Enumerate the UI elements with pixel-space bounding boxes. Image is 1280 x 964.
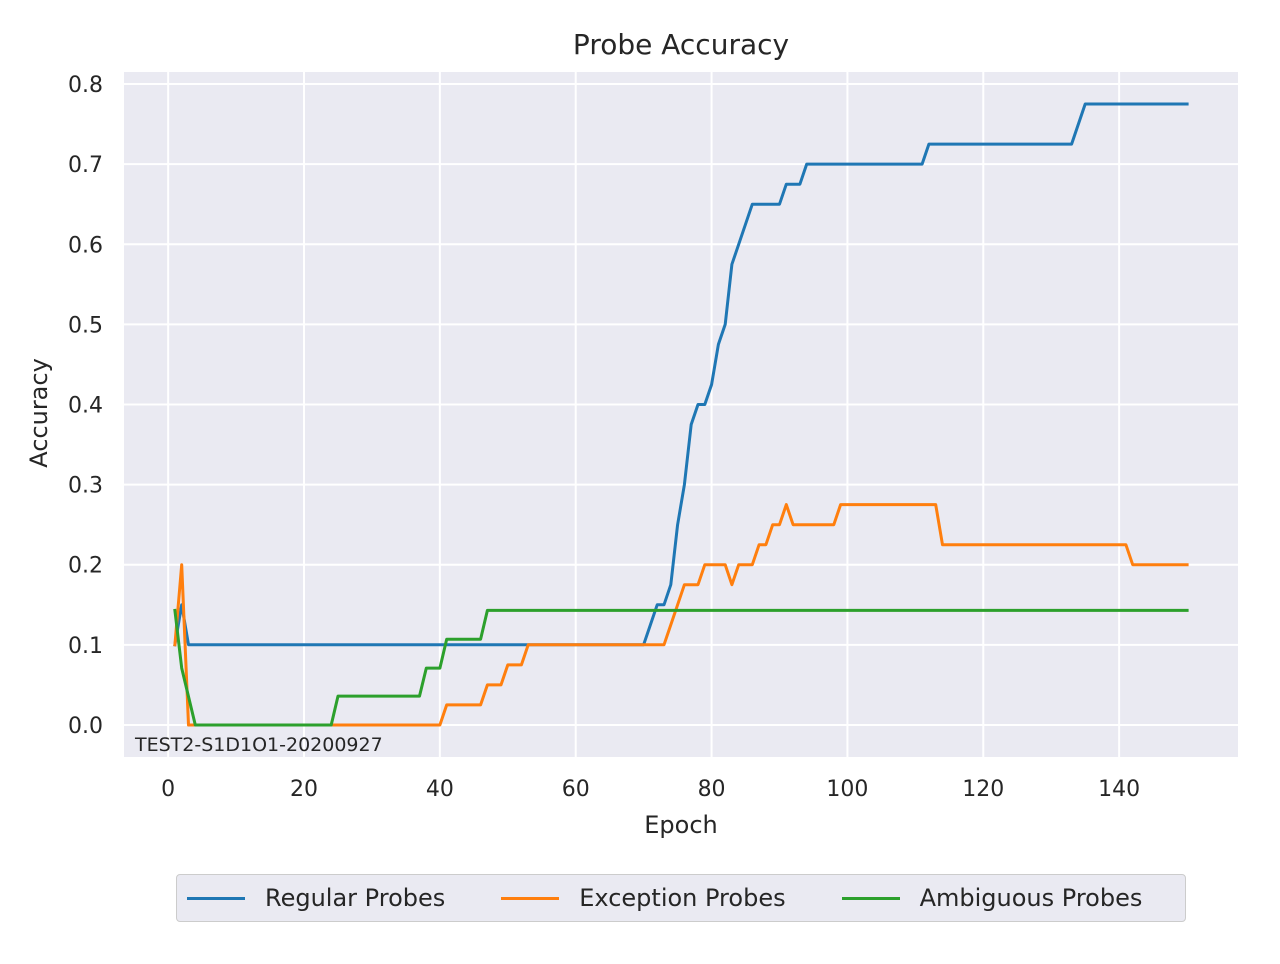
x-tick-label: 100 xyxy=(826,777,868,802)
run-id-annotation: TEST2-S1D1O1-20200927 xyxy=(134,734,383,756)
legend-swatch-ambiguous xyxy=(841,896,900,900)
x-tick-label: 40 xyxy=(426,777,454,802)
x-tick-label: 20 xyxy=(290,777,318,802)
gridlines xyxy=(124,72,1238,757)
y-tick-label: 0.6 xyxy=(68,233,103,258)
series-line-exception-probes xyxy=(173,503,1189,727)
legend-swatch-exception xyxy=(501,896,560,900)
x-tick-label: 120 xyxy=(962,777,1004,802)
x-axis-label: Epoch xyxy=(644,811,718,839)
y-tick-label: 0.5 xyxy=(68,313,103,338)
chart-title: Probe Accuracy xyxy=(573,28,789,61)
tick-labels: 0 20 40 60 80 100 120 140 0.0 0.1 0.2 0.3 0.4 0.5 0.6 0… xyxy=(68,73,1140,802)
legend-swatch-regular xyxy=(187,896,245,900)
series-line-regular-probes xyxy=(173,102,1189,647)
y-tick-label: 0.2 xyxy=(68,554,103,579)
legend-item-exception: Exception Probes xyxy=(491,875,786,921)
legend: Regular Probes Exception Probes Ambiguou… xyxy=(176,874,1186,922)
x-tick-label: 140 xyxy=(1098,777,1140,802)
y-tick-label: 0.1 xyxy=(68,634,103,659)
y-tick-label: 0.7 xyxy=(68,153,103,178)
legend-label-exception: Exception Probes xyxy=(579,884,786,912)
y-axis-label: Accuracy xyxy=(25,358,53,468)
y-tick-label: 0.0 xyxy=(68,714,103,739)
legend-item-ambiguous: Ambiguous Probes xyxy=(832,875,1143,921)
y-tick-label: 0.3 xyxy=(68,474,103,499)
series-lines xyxy=(173,102,1189,727)
x-tick-label: 0 xyxy=(161,777,175,802)
y-tick-label: 0.8 xyxy=(68,73,103,98)
plot-area xyxy=(124,72,1238,757)
legend-label-regular: Regular Probes xyxy=(265,884,446,912)
legend-item-regular: Regular Probes xyxy=(177,875,445,921)
y-tick-label: 0.4 xyxy=(68,393,103,418)
series-line-ambiguous-probes xyxy=(173,608,1189,727)
x-tick-label: 60 xyxy=(562,777,590,802)
legend-label-ambiguous: Ambiguous Probes xyxy=(919,884,1143,912)
x-tick-label: 80 xyxy=(698,777,726,802)
